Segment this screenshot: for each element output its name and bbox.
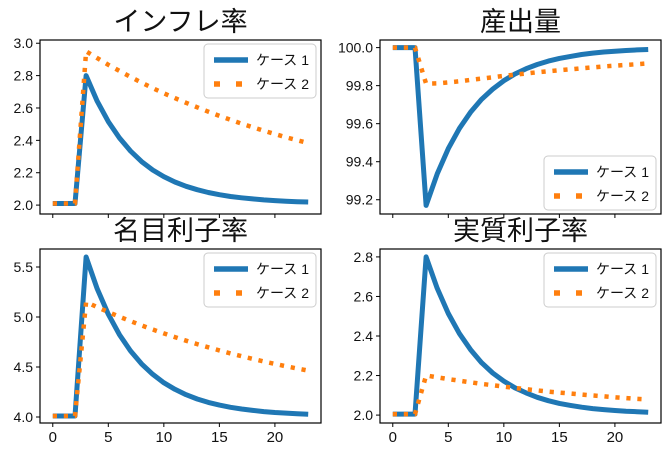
chart-nominal-interest-rate: 名目利子率 4.0 4.5 5.0 5.5 0 5 10 15 20 ケース 1 ケース 2 [14,216,322,446]
legend-label-case1: ケース 1 [596,261,649,277]
x-tick-label: 5 [444,429,452,446]
y-tick-label: 5.0 [14,309,34,325]
y-tick-label: 2.8 [354,249,374,265]
y-tick-label: 4.5 [14,359,34,375]
legend-label-case1: ケース 1 [256,261,309,277]
case1-line [52,73,309,206]
axes-frame [379,39,662,215]
y-tick-label: 2.6 [354,288,374,304]
y-tick-label: 99.6 [346,116,373,132]
x-tick-label: 0 [49,429,57,446]
legend: ケース 1 ケース 2 [203,43,317,99]
axes-frame [39,39,322,215]
y-tick-label: 2.4 [14,132,34,148]
y-tick-label: 4.0 [14,409,34,425]
axes-frame [39,248,322,424]
chart-title: インフレ率 [113,7,247,37]
x-tick-label: 5 [104,429,112,446]
x-tick-label: 15 [551,429,568,446]
chart-inflation-rate: インフレ率 2.0 2.2 2.4 2.6 2.8 3.0 ケース 1 ケース 2 [14,7,322,218]
chart-title: 実質利子率 [453,216,588,246]
x-tick-label: 10 [155,429,172,446]
legend-label-case2: ケース 2 [256,76,309,92]
case2-line [392,45,649,86]
y-tick-label: 2.0 [354,407,374,423]
x-tick-label: 0 [389,429,397,446]
legend-label-case2: ケース 2 [596,188,649,204]
y-tick-label: 2.2 [354,368,374,384]
legend: ケース 1 ケース 2 [543,252,657,308]
y-tick-label: 99.4 [346,154,373,170]
legend: ケース 1 ケース 2 [543,155,657,211]
legend-label-case2: ケース 2 [596,285,649,301]
x-tick-label: 20 [267,429,284,446]
chart-title: 産出量 [480,7,561,37]
legend-label-case1: ケース 1 [256,52,309,68]
case1-line [52,254,309,419]
legend-label-case1: ケース 1 [596,164,649,180]
y-tick-label: 2.8 [14,68,34,84]
y-tick-label: 3.0 [14,35,34,51]
chart-real-interest-rate: 実質利子率 2.0 2.2 2.4 2.6 2.8 0 5 10 15 20 ケース 1 ケース 2 [354,216,662,446]
case2-line [392,373,649,417]
chart-output: 産出量 99.2 99.4 99.6 99.8 100.0 ケース 1 ケース 2 [338,7,662,218]
case2-line [52,299,309,419]
y-tick-label: 99.8 [346,78,373,94]
axes-frame [379,248,662,424]
case1-line [392,45,649,208]
y-tick-label: 5.5 [14,259,34,275]
legend-label-case2: ケース 2 [256,285,309,301]
y-tick-label: 2.6 [14,100,34,116]
chart-title: 名目利子率 [113,216,248,246]
x-tick-label: 20 [607,429,624,446]
y-tick-label: 100.0 [338,40,373,56]
y-tick-label: 2.0 [14,197,34,213]
y-tick-label: 2.4 [354,328,374,344]
legend: ケース 1 ケース 2 [203,252,317,308]
x-tick-label: 15 [211,429,228,446]
y-tick-label: 2.2 [14,165,34,181]
y-tick-label: 99.2 [346,192,373,208]
x-tick-label: 10 [495,429,512,446]
